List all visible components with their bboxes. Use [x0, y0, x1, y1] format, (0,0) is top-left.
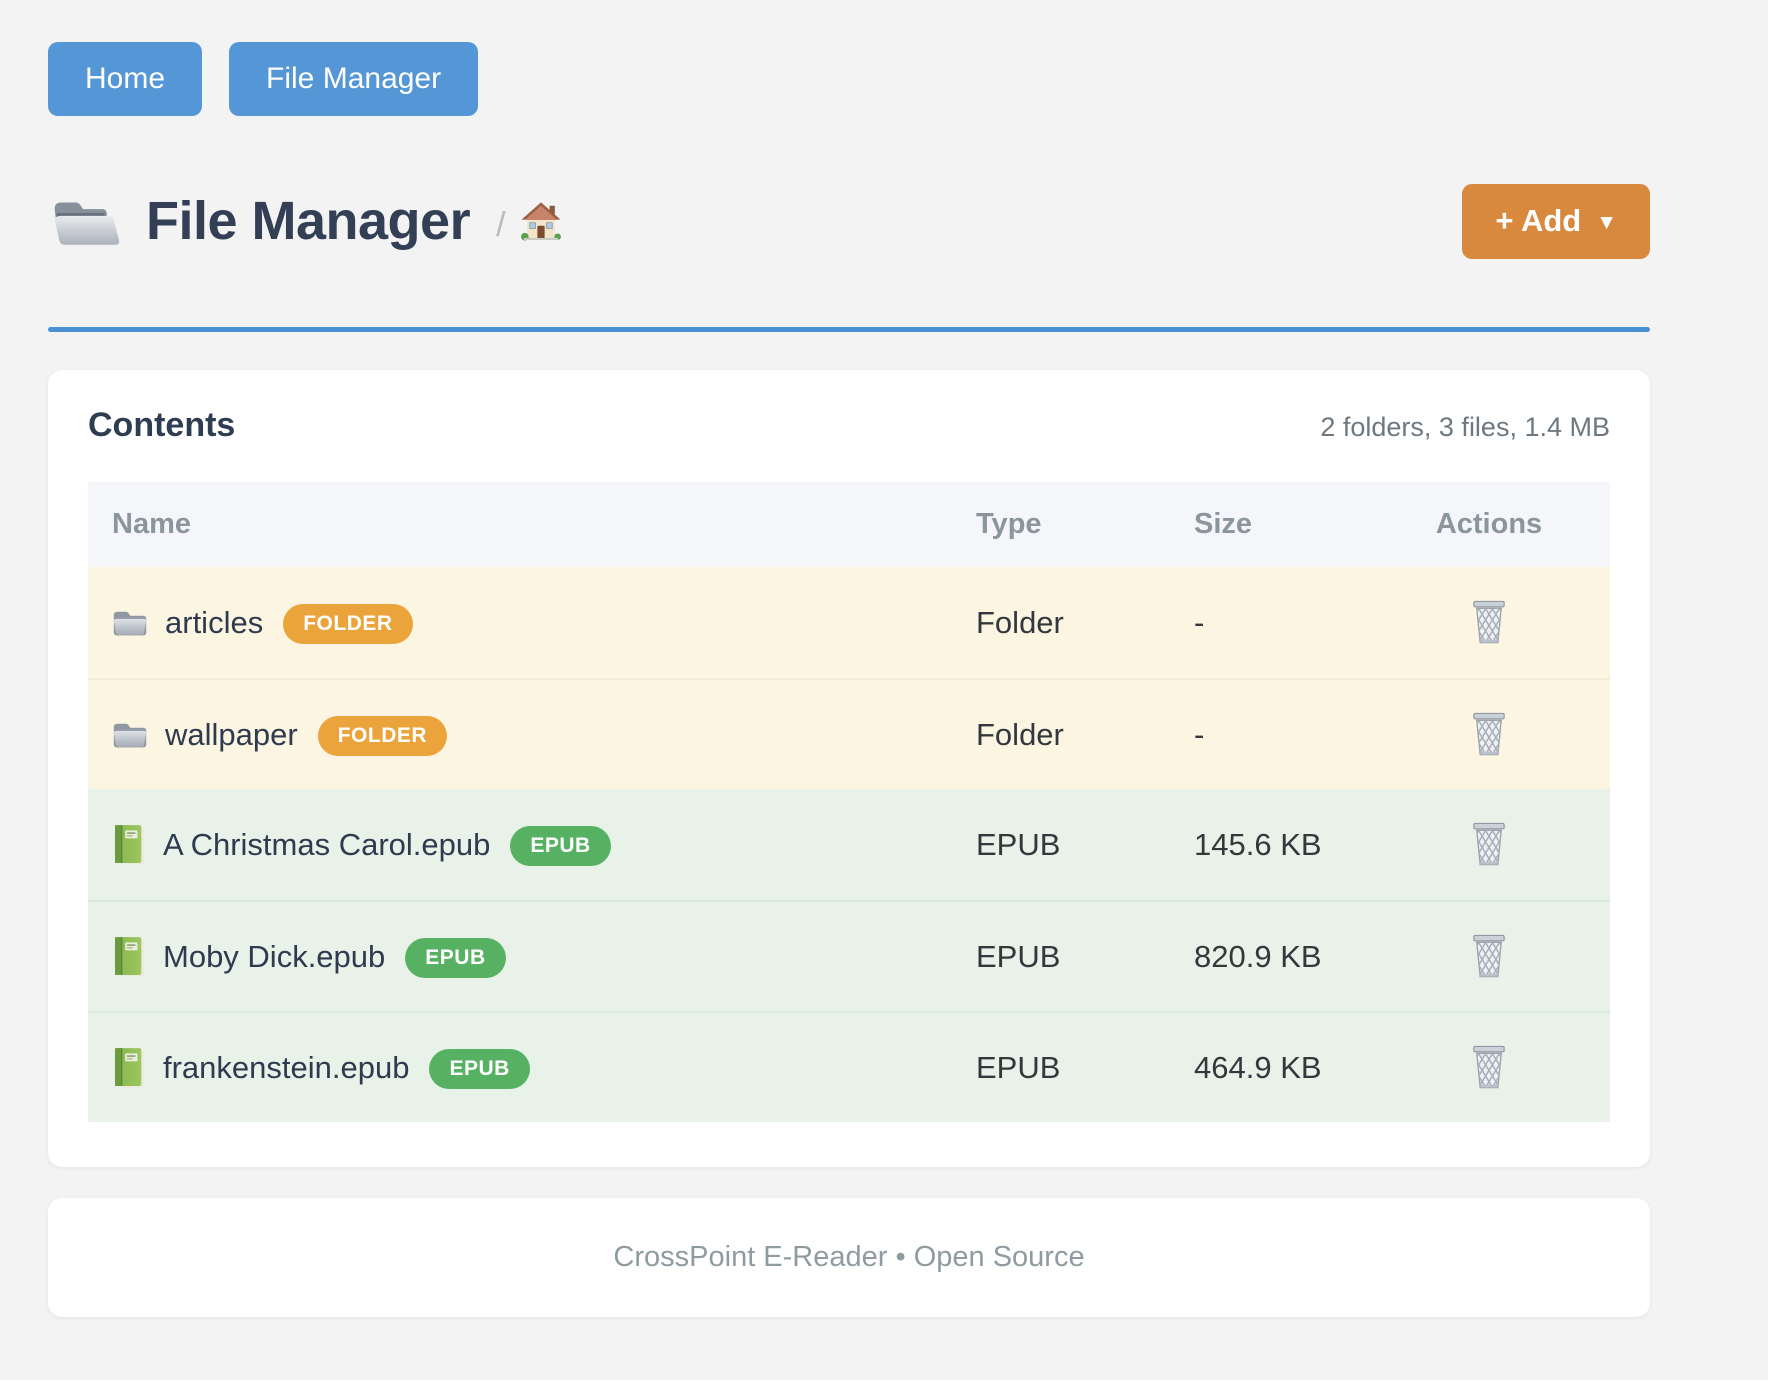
- item-name[interactable]: A Christmas Carol.epub: [163, 826, 491, 862]
- green-book-icon: [112, 935, 146, 979]
- item-type: Folder: [976, 716, 1064, 752]
- item-type: EPUB: [976, 826, 1061, 862]
- add-button-label: + Add: [1495, 203, 1582, 238]
- item-name[interactable]: wallpaper: [165, 716, 298, 752]
- table-row: frankenstein.epub EPUB EPUB 464.9 KB: [88, 1011, 1610, 1122]
- column-header-actions: Actions: [1435, 508, 1543, 540]
- epub-badge: EPUB: [429, 1048, 530, 1089]
- folder-icon: [112, 607, 148, 638]
- footer-text: CrossPoint E-Reader • Open Source: [613, 1241, 1085, 1273]
- green-book-icon: [112, 823, 146, 867]
- item-name[interactable]: frankenstein.epub: [163, 1049, 410, 1085]
- delete-button[interactable]: [1467, 818, 1511, 871]
- trash-icon: [1471, 712, 1507, 757]
- column-header-type: Type: [976, 508, 1042, 540]
- trash-icon: [1471, 934, 1507, 979]
- caret-down-icon: ▼: [1596, 211, 1617, 234]
- delete-button[interactable]: [1467, 708, 1511, 761]
- open-folder-icon: [48, 192, 120, 251]
- contents-card: Contents 2 folders, 3 files, 1.4 MB Name…: [48, 370, 1650, 1167]
- item-type: Folder: [976, 604, 1064, 640]
- breadcrumb-separator: /: [496, 205, 506, 244]
- item-type: EPUB: [976, 1049, 1061, 1085]
- epub-badge: EPUB: [510, 825, 611, 866]
- epub-badge: EPUB: [405, 937, 506, 978]
- delete-button[interactable]: [1467, 930, 1511, 983]
- delete-button[interactable]: [1467, 596, 1511, 649]
- item-name[interactable]: Moby Dick.epub: [163, 938, 386, 974]
- table-row: Moby Dick.epub EPUB EPUB 820.9 KB: [88, 900, 1610, 1011]
- folder-icon: [112, 719, 148, 750]
- title-divider: [48, 327, 1650, 332]
- trash-icon: [1471, 1045, 1507, 1090]
- file-table: Name Type Size Actions articles FOLDER F…: [88, 482, 1610, 1122]
- column-header-size: Size: [1194, 508, 1253, 540]
- folder-badge: FOLDER: [283, 603, 413, 644]
- title-wrap: File Manager /: [48, 190, 562, 252]
- item-size: 464.9 KB: [1194, 1049, 1322, 1085]
- trash-icon: [1471, 822, 1507, 867]
- contents-card-header: Contents 2 folders, 3 files, 1.4 MB: [88, 406, 1610, 445]
- contents-summary: 2 folders, 3 files, 1.4 MB: [1320, 412, 1610, 442]
- green-book-icon: [112, 1046, 146, 1090]
- column-header-name: Name: [112, 508, 191, 540]
- item-type: EPUB: [976, 938, 1061, 974]
- page-title: File Manager: [146, 191, 471, 251]
- page-footer: CrossPoint E-Reader • Open Source: [48, 1198, 1650, 1317]
- table-header-row: Name Type Size Actions: [88, 482, 1610, 567]
- folder-badge: FOLDER: [317, 715, 448, 756]
- trash-icon: [1471, 600, 1507, 645]
- page-container: Home File Manager File Manager / + Add ▼…: [48, 0, 1650, 1317]
- table-row: A Christmas Carol.epub EPUB EPUB 145.6 K…: [88, 789, 1610, 900]
- item-size: 820.9 KB: [1194, 938, 1322, 974]
- file-manager-button[interactable]: File Manager: [229, 42, 479, 116]
- item-size: -: [1194, 716, 1205, 752]
- table-row: wallpaper FOLDER Folder -: [88, 678, 1610, 789]
- page-header: File Manager / + Add ▼: [48, 176, 1650, 266]
- delete-button[interactable]: [1467, 1041, 1511, 1094]
- item-name[interactable]: articles: [165, 604, 264, 640]
- item-size: 145.6 KB: [1194, 826, 1322, 862]
- add-button[interactable]: + Add ▼: [1462, 183, 1650, 259]
- breadcrumb-home-link[interactable]: [520, 201, 562, 241]
- contents-heading: Contents: [88, 406, 236, 444]
- home-button[interactable]: Home: [48, 42, 203, 116]
- top-nav: Home File Manager: [48, 0, 1650, 116]
- item-size: -: [1194, 604, 1205, 640]
- house-icon: [520, 201, 562, 241]
- table-row: articles FOLDER Folder -: [88, 567, 1610, 678]
